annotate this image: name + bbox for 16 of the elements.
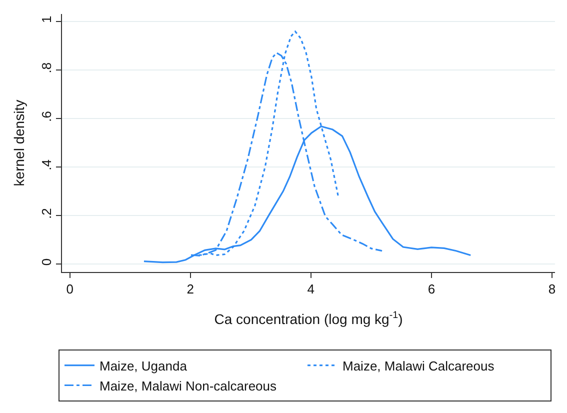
y-tick-label: .6	[38, 111, 54, 122]
x-tick-label: 6	[428, 282, 436, 297]
x-axis-title: Ca concentration (log mg kg$^{-1}$)	[214, 310, 403, 327]
x-tick-label: 0	[66, 282, 74, 297]
legend-label: Maize, Uganda	[100, 358, 188, 374]
x-tick-label: 8	[548, 282, 556, 297]
y-tick-label: 1	[38, 16, 54, 23]
x-tick-label: 4	[307, 282, 315, 297]
y-tick-label: .2	[38, 208, 54, 219]
x-tick-label: 2	[186, 282, 194, 297]
y-axis-title: kernel density	[11, 100, 27, 186]
y-tick-label: .8	[38, 62, 54, 74]
y-tick-label: 0	[38, 258, 54, 266]
legend-label: Maize, Malawi Non-calcareous	[100, 378, 278, 394]
legend-label: Maize, Malawi Calcareous	[342, 358, 495, 374]
y-tick-label: .4	[38, 160, 54, 170]
